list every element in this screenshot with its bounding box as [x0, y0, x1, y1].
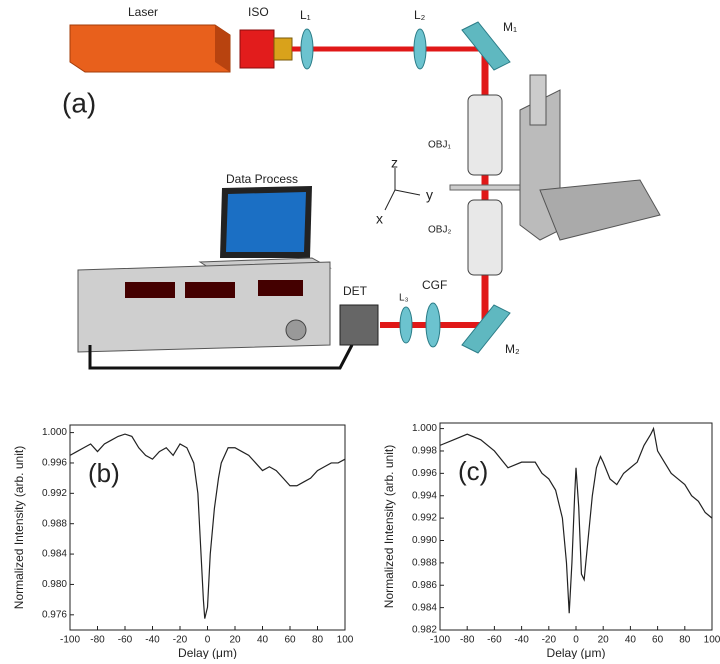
- stage-base: [540, 180, 660, 240]
- label: L₂: [414, 8, 426, 22]
- panel-label: (a): [62, 87, 96, 118]
- label: y: [426, 187, 433, 203]
- y-tick-label: 0.984: [412, 602, 437, 613]
- x-tick-label: 80: [679, 635, 691, 646]
- x-tick-label: -100: [430, 635, 450, 646]
- label: M₂: [505, 342, 520, 356]
- x-axis-label: Delay (μm): [547, 646, 606, 659]
- label: OBJ₂: [428, 225, 451, 236]
- x-tick-label: 40: [257, 635, 269, 646]
- y-tick-label: 0.988: [42, 518, 67, 529]
- y-tick-label: 0.994: [412, 490, 437, 501]
- y-tick-label: 0.976: [42, 609, 67, 620]
- objective: [468, 200, 502, 275]
- y-tick-label: 0.998: [412, 446, 437, 457]
- knob: [286, 320, 306, 340]
- x-axis-label: Delay (μm): [178, 646, 237, 659]
- x-tick-label: 80: [312, 635, 324, 646]
- label: Laser: [128, 5, 158, 19]
- isolator-ring: [274, 38, 292, 60]
- x-tick-label: 20: [229, 635, 241, 646]
- x-tick-label: -80: [460, 635, 475, 646]
- y-tick-label: 0.982: [412, 625, 437, 636]
- lens: [400, 307, 412, 343]
- y-tick-label: 0.986: [412, 580, 437, 591]
- x-tick-label: 100: [704, 635, 720, 646]
- laser-body: [70, 25, 230, 72]
- annotation: (b): [88, 458, 120, 488]
- display: [125, 282, 175, 298]
- lens: [301, 29, 313, 69]
- plot-frame: [440, 423, 712, 630]
- label: L₁: [300, 8, 311, 22]
- y-axis-label: Normalized Intensity (arb. unit): [382, 445, 396, 608]
- y-tick-label: 0.980: [42, 579, 67, 590]
- label: DET: [343, 284, 368, 298]
- y-tick-label: 0.992: [42, 488, 67, 499]
- x-tick-label: -100: [60, 635, 80, 646]
- y-axis-label: Normalized Intensity (arb. unit): [12, 446, 26, 609]
- label: z: [391, 155, 398, 171]
- label: x: [376, 211, 383, 227]
- x-tick-label: 40: [625, 635, 637, 646]
- axis-y: [395, 190, 420, 195]
- y-tick-label: 0.988: [412, 558, 437, 569]
- label: M₁: [503, 20, 517, 34]
- y-tick-label: 0.996: [412, 468, 437, 479]
- label: Data Process: [226, 172, 298, 186]
- filter: [426, 303, 440, 347]
- objective: [468, 95, 502, 175]
- y-tick-label: 1.000: [42, 427, 67, 438]
- figure: Laser ISO L₁ L₂ M₁ (a) OBJ₁ OBJ₂ z y x D…: [0, 0, 720, 659]
- x-tick-label: 20: [598, 635, 610, 646]
- label: CGF: [422, 278, 447, 292]
- x-tick-label: -80: [90, 635, 105, 646]
- y-tick-label: 0.996: [42, 458, 67, 469]
- label: OBJ₁: [428, 140, 451, 151]
- y-tick-label: 0.990: [412, 535, 437, 546]
- x-tick-label: -60: [487, 635, 502, 646]
- y-tick-label: 0.992: [412, 513, 437, 524]
- x-tick-label: -40: [514, 635, 529, 646]
- x-tick-label: 60: [284, 635, 296, 646]
- lens: [414, 29, 426, 69]
- x-tick-label: 0: [573, 635, 579, 646]
- y-tick-label: 0.984: [42, 549, 67, 560]
- display: [185, 282, 235, 298]
- detector: [340, 305, 378, 345]
- x-tick-label: -20: [542, 635, 557, 646]
- x-tick-label: 0: [205, 635, 211, 646]
- y-tick-label: 1.000: [412, 423, 437, 434]
- stage-post: [530, 75, 546, 125]
- x-tick-label: -60: [118, 635, 133, 646]
- display: [258, 280, 303, 296]
- label: ISO: [248, 5, 269, 19]
- x-tick-label: 60: [652, 635, 664, 646]
- x-tick-label: -20: [173, 635, 188, 646]
- x-tick-label: 100: [337, 635, 354, 646]
- laptop-display: [226, 192, 306, 252]
- x-tick-label: -40: [145, 635, 160, 646]
- isolator: [240, 30, 274, 68]
- annotation: (c): [458, 456, 488, 486]
- label: L₃: [399, 293, 409, 304]
- setup-diagram: Laser ISO L₁ L₂ M₁ (a) OBJ₁ OBJ₂ z y x D…: [62, 5, 660, 368]
- axis-x: [385, 190, 395, 210]
